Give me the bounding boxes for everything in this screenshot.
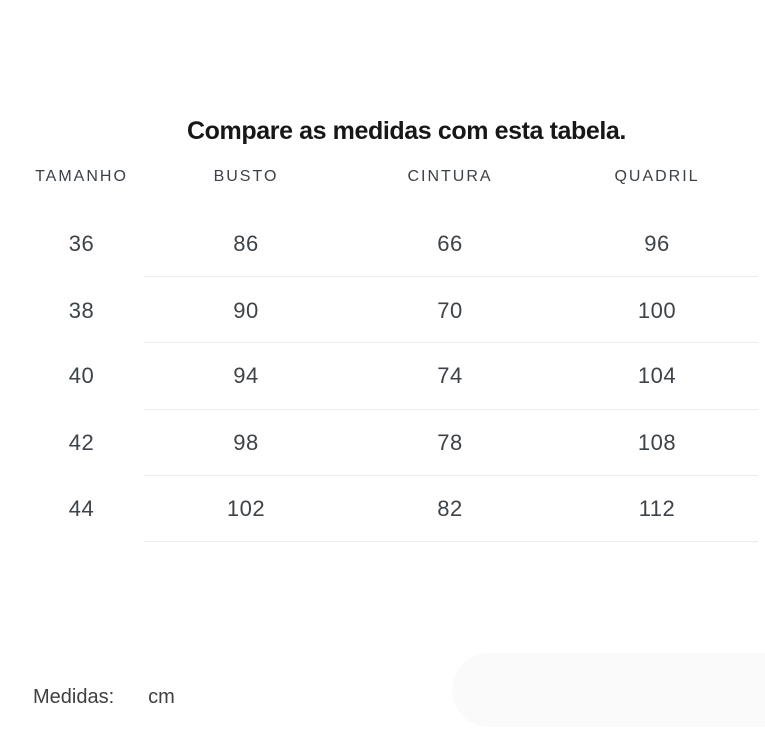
column-header-tamanho: TAMANHO	[35, 168, 128, 185]
cell-busto: 86	[233, 231, 259, 256]
cell-busto: 102	[226, 496, 266, 521]
cell-busto: 94	[233, 363, 259, 388]
table-row: 38 90 70 100	[0, 296, 765, 326]
cell-cintura: 78	[437, 430, 463, 455]
row-divider	[144, 342, 758, 343]
column-header-busto: BUSTO	[213, 168, 279, 185]
cell-quadril: 100	[637, 298, 677, 323]
row-divider	[144, 409, 758, 410]
cell-cintura: 66	[437, 231, 463, 256]
cell-tamanho: 44	[68, 496, 95, 521]
cell-cintura: 82	[437, 496, 463, 521]
row-divider	[144, 475, 758, 476]
cell-quadril: 108	[637, 430, 677, 455]
cell-tamanho: 36	[68, 231, 95, 256]
cell-tamanho: 38	[68, 298, 95, 323]
pill-placeholder	[452, 653, 765, 727]
measurements-footer: Medidas: cm	[33, 684, 175, 711]
column-header-quadril: QUADRIL	[614, 168, 700, 185]
unit-toggle-cm[interactable]: cm	[148, 686, 175, 708]
cell-quadril: 112	[638, 496, 676, 521]
cell-tamanho: 40	[68, 363, 95, 388]
table-header-row: TAMANHO BUSTO CINTURA QUADRIL	[0, 162, 765, 192]
table-row: 42 98 78 108	[0, 428, 765, 458]
table-row: 44 102 82 112	[0, 494, 765, 524]
cell-quadril: 104	[637, 363, 677, 388]
cell-tamanho: 42	[68, 430, 95, 455]
measurements-label: Medidas:	[33, 686, 115, 708]
table-row: 36 86 66 96	[0, 229, 765, 259]
cell-quadril: 96	[644, 231, 670, 256]
cell-busto: 90	[233, 298, 259, 323]
row-divider	[144, 541, 758, 542]
page-title: Compare as medidas com esta tabela.	[187, 117, 626, 145]
cell-cintura: 74	[437, 363, 463, 388]
cell-cintura: 70	[437, 298, 463, 323]
column-header-cintura: CINTURA	[407, 168, 493, 185]
table-row: 40 94 74 104	[0, 361, 765, 391]
row-divider	[144, 276, 758, 277]
cell-busto: 98	[233, 430, 259, 455]
